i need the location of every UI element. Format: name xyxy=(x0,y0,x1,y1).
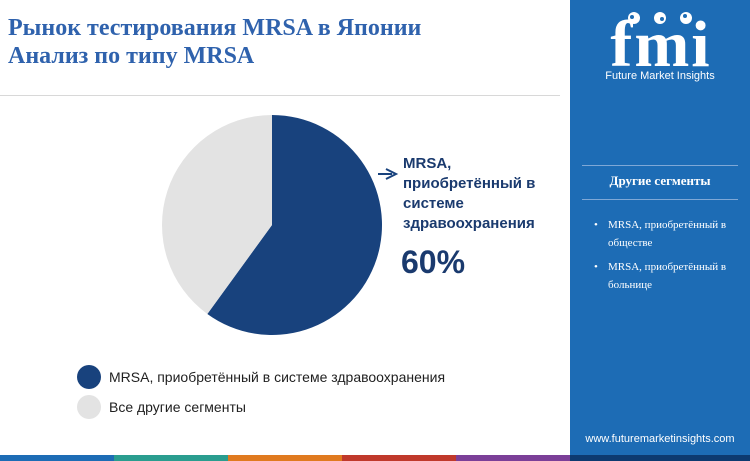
pie-chart xyxy=(162,115,399,335)
sidebar-bottom-strip xyxy=(570,455,750,461)
legend-item-healthcare: MRSA, приобретённый в системе здравоохра… xyxy=(77,364,445,390)
fmi-logo: fmi xyxy=(610,8,709,80)
sidebar-divider-top xyxy=(582,165,738,166)
bottom-bar-segment-3 xyxy=(342,455,456,461)
legend-label-healthcare: MRSA, приобретённый в системе здравоохра… xyxy=(109,369,446,385)
bottom-bar-segment-1 xyxy=(114,455,228,461)
title-line-2: Анализ по типу MRSA xyxy=(8,43,255,69)
segment-list: MRSA, приобретённый в обществе MRSA, при… xyxy=(594,216,744,300)
logo-subtitle: Future Market Insights xyxy=(605,70,715,82)
logo-globe-icons xyxy=(628,12,692,24)
legend-swatch-healthcare xyxy=(77,365,101,389)
legend-item-other: Все другие сегменты xyxy=(77,394,445,420)
main-panel: Рынок тестирования MRSA в Японии Анализ … xyxy=(0,14,570,461)
legend-label-other: Все другие сегменты xyxy=(109,399,246,415)
title-line-1: Рынок тестирования MRSA в Японии xyxy=(8,15,422,41)
bottom-bar-segment-0 xyxy=(0,455,114,461)
bottom-bar-segment-4 xyxy=(456,455,570,461)
legend: MRSA, приобретённый в системе здравоохра… xyxy=(77,364,445,424)
page-title: Рынок тестирования MRSA в Японии Анализ … xyxy=(8,14,548,70)
callout-label: MRSA, приобретённый в системе здравоохра… xyxy=(403,155,536,232)
callout-arrow-head xyxy=(385,168,399,180)
legend-swatch-other xyxy=(77,395,101,419)
title-divider xyxy=(0,95,560,96)
bottom-bar-segment-2 xyxy=(228,455,342,461)
bottom-color-bar xyxy=(0,455,570,461)
segment-item-hospital: MRSA, приобретённый в больнице xyxy=(594,258,744,294)
callout-value: 60% xyxy=(401,244,466,280)
sidebar-heading: Другие сегменты xyxy=(609,173,711,188)
sidebar-divider-mid xyxy=(582,199,738,200)
website-url[interactable]: www.futuremarketinsights.com xyxy=(585,433,735,445)
segment-item-community: MRSA, приобретённый в обществе xyxy=(594,216,744,252)
pie-slice-0 xyxy=(207,115,383,335)
sidebar: fmi Future Market Insights Другие сегмен… xyxy=(570,0,750,461)
pie-slice-1 xyxy=(162,115,272,314)
